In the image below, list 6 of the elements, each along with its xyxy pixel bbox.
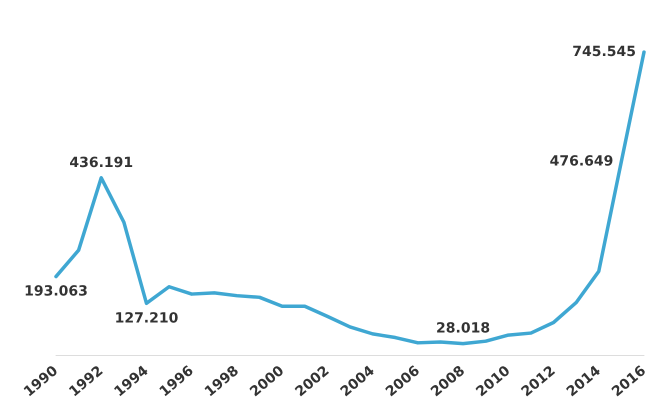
data-label: 436.191: [69, 154, 134, 171]
data-label: 127.210: [114, 310, 179, 326]
data-label: 193.063: [24, 284, 88, 300]
data-label: 28.018: [436, 320, 490, 337]
data-label: 745.545: [572, 44, 636, 60]
data-label: 476.649: [550, 153, 614, 170]
